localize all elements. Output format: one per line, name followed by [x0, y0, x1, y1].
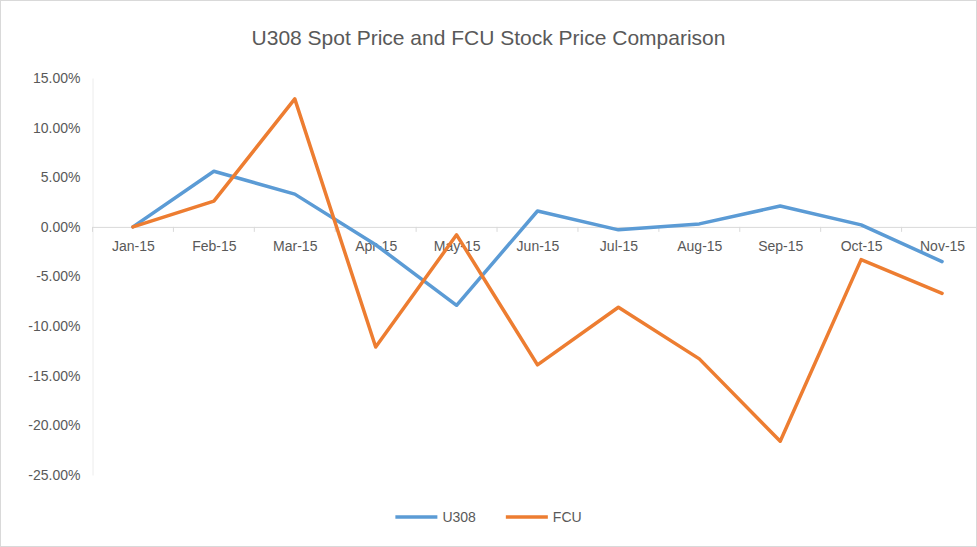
- legend-item: FCU: [506, 509, 582, 525]
- y-tick-label: -20.00%: [28, 417, 80, 433]
- legend-label: FCU: [553, 509, 582, 525]
- y-tick: -25.00%: [28, 467, 92, 483]
- y-tick-label: -10.00%: [28, 318, 80, 334]
- legend: U308 FCU: [395, 509, 581, 525]
- x-tick-label: Aug-15: [677, 238, 722, 254]
- x-separator: [497, 227, 498, 232]
- x-tick: Mar-15: [273, 227, 318, 254]
- legend-label: U308: [442, 509, 476, 525]
- x-tick: May-15: [434, 227, 481, 254]
- x-tick: Aug-15: [677, 227, 722, 254]
- x-tick-label: Oct-15: [841, 238, 883, 254]
- x-tick: Sep-15: [758, 227, 803, 254]
- x-separator: [820, 227, 821, 232]
- x-axis: Jan-15 Feb-15 Mar-15 Apr-15 May-15 Jun-15 Jul-…: [93, 227, 977, 254]
- y-tick-label: 15.00%: [33, 70, 80, 86]
- x-tick-label: Jun-15: [517, 238, 560, 254]
- series-line: [133, 99, 942, 441]
- x-tick-label: Jan-15: [112, 238, 155, 254]
- chart: U308 Spot Price and FCU Stock Price Comp…: [0, 0, 977, 547]
- legend-item: U308: [395, 509, 476, 525]
- x-tick-label: Jul-15: [600, 238, 638, 254]
- title: U308 Spot Price and FCU Stock Price Comp…: [252, 26, 726, 49]
- legend-swatch: [506, 515, 548, 519]
- y-tick: -20.00%: [28, 417, 92, 433]
- y-axis-line: [93, 79, 94, 476]
- y-tick: -5.00%: [36, 268, 92, 284]
- x-tick: Apr-15: [355, 227, 397, 254]
- x-separator: [254, 227, 255, 232]
- y-tick: 10.00%: [33, 120, 92, 136]
- legend-swatch: [395, 515, 437, 519]
- y-tick-label: 0.00%: [41, 219, 81, 235]
- y-tick-label: -25.00%: [28, 467, 80, 483]
- x-tick-label: Feb-15: [192, 238, 237, 254]
- y-tick: -10.00%: [28, 318, 92, 334]
- y-tick: 5.00%: [41, 169, 93, 185]
- y-axis: -25.00% -20.00% -15.00% -10.00% -5.00% 0.00% 5…: [28, 70, 93, 483]
- series-line: [133, 171, 942, 305]
- x-tick: Feb-15: [192, 227, 237, 254]
- x-separator: [92, 227, 93, 232]
- x-separator: [577, 227, 578, 232]
- y-tick: 15.00%: [33, 70, 92, 86]
- x-separator: [901, 227, 902, 232]
- y-tick-label: -15.00%: [28, 368, 80, 384]
- plot-area: [133, 99, 942, 441]
- y-tick-label: 5.00%: [41, 169, 81, 185]
- x-separator: [739, 227, 740, 232]
- x-tick: Jan-15: [112, 227, 155, 254]
- x-separator: [416, 227, 417, 232]
- x-tick-label: May-15: [434, 238, 481, 254]
- y-tick: 0.00%: [41, 219, 93, 235]
- chart-frame: [1, 1, 977, 547]
- y-tick-label: -5.00%: [36, 268, 80, 284]
- x-tick: Jun-15: [517, 227, 560, 254]
- x-axis-line: [93, 227, 977, 228]
- x-separator: [173, 227, 174, 232]
- x-separators: [93, 227, 977, 232]
- y-tick: -15.00%: [28, 368, 92, 384]
- x-tick: Nov-15: [920, 227, 965, 254]
- x-tick-label: Mar-15: [273, 238, 318, 254]
- x-tick-label: Nov-15: [920, 238, 965, 254]
- x-tick-label: Sep-15: [758, 238, 803, 254]
- y-tick-label: 10.00%: [33, 120, 80, 136]
